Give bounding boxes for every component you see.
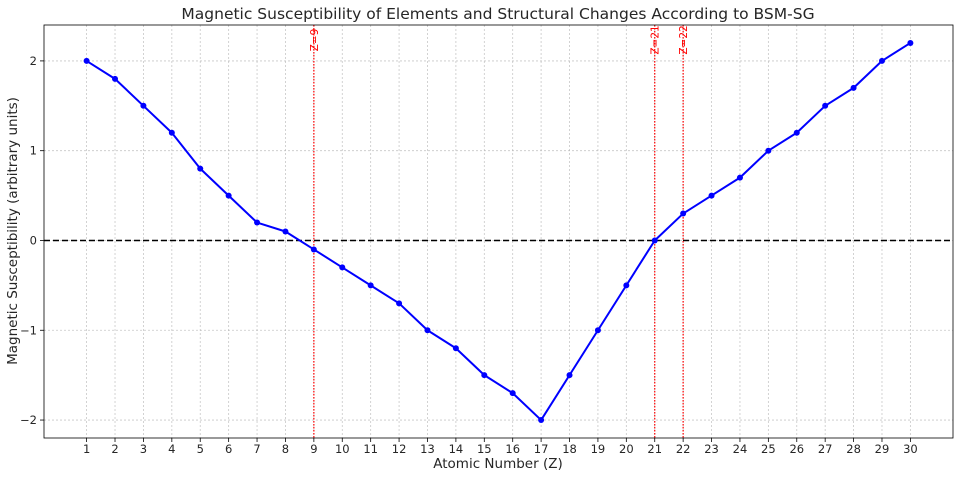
x-tick-label: 30 (903, 442, 918, 456)
data-point (168, 129, 175, 136)
x-tick-label: 23 (704, 442, 719, 456)
x-tick-label: 21 (647, 442, 662, 456)
data-point (396, 300, 403, 307)
data-point (680, 210, 687, 217)
data-point (736, 174, 743, 181)
x-tick-label: 6 (225, 442, 232, 456)
x-tick-label: 3 (140, 442, 147, 456)
data-point (339, 264, 346, 271)
data-point (424, 327, 431, 334)
data-point (282, 228, 289, 235)
x-tick-label: 14 (449, 442, 464, 456)
x-tick-label: 15 (477, 442, 492, 456)
x-tick-label: 18 (562, 442, 577, 456)
ticks: 1 2 3 4 5 6 7 8 9 10 11 12 13 14 15 16 17 18 19 20 21 22 23 24 2… (20, 54, 918, 456)
x-tick-label: 22 (676, 442, 691, 456)
x-tick-label: 12 (392, 442, 407, 456)
data-point (566, 372, 573, 379)
data-point (822, 102, 829, 109)
y-tick-label: −2 (20, 413, 37, 427)
x-tick-label: 24 (733, 442, 748, 456)
x-tick-label: 27 (818, 442, 833, 456)
y-tick-label: 0 (30, 233, 37, 247)
y-axis-label: Magnetic Susceptibility (arbitrary units… (5, 97, 21, 365)
x-tick-label: 10 (335, 442, 350, 456)
data-point (907, 39, 914, 46)
data-point (623, 282, 630, 289)
marker-label-z9: Z=9 (309, 29, 321, 52)
data-point (481, 372, 488, 379)
x-tick-label: 7 (253, 442, 260, 456)
x-tick-label: 11 (363, 442, 378, 456)
y-tick-label: 2 (30, 54, 37, 68)
chart-title: Magnetic Susceptibility of Elements and … (181, 5, 814, 23)
data-point (509, 390, 516, 397)
grid (44, 25, 953, 438)
series-line (86, 42, 911, 422)
y-tick-label: −1 (20, 323, 37, 337)
x-axis-label: Atomic Number (Z) (433, 456, 562, 472)
x-tick-label: 17 (534, 442, 549, 456)
data-point (651, 237, 658, 244)
x-tick-label: 26 (789, 442, 804, 456)
x-tick-label: 5 (197, 442, 204, 456)
x-tick-label: 16 (505, 442, 520, 456)
reference-lines: Z=9 Z=21 Z=22 (44, 25, 953, 438)
plot-frame (43, 24, 954, 439)
data-point (594, 327, 601, 334)
x-tick-label: 2 (111, 442, 118, 456)
data-point (765, 147, 772, 154)
x-tick-label: 28 (846, 442, 861, 456)
x-tick-label: 20 (619, 442, 634, 456)
axes (43, 24, 954, 439)
x-tick-label: 1 (83, 442, 90, 456)
x-tick-label: 9 (310, 442, 317, 456)
data-point (878, 57, 885, 64)
data-point (452, 345, 459, 352)
x-tick-label: 4 (168, 442, 175, 456)
data-point (83, 57, 90, 64)
x-tick-label: 25 (761, 442, 776, 456)
data-point (850, 84, 857, 91)
data-point (708, 192, 715, 199)
data-point (310, 246, 317, 253)
data-point (254, 219, 261, 226)
data-point (793, 129, 800, 136)
data-point (225, 192, 232, 199)
data-series (83, 39, 914, 424)
marker-label-z22: Z=22 (678, 25, 690, 54)
data-point (197, 165, 204, 172)
data-point (538, 417, 545, 424)
marker-label-z21: Z=21 (650, 25, 662, 54)
data-point (112, 75, 119, 82)
x-tick-label: 19 (591, 442, 606, 456)
y-tick-label: 1 (30, 144, 37, 158)
x-tick-label: 8 (282, 442, 289, 456)
x-tick-label: 13 (420, 442, 435, 456)
x-tick-label: 29 (875, 442, 890, 456)
data-point (140, 102, 147, 109)
data-point (367, 282, 374, 289)
